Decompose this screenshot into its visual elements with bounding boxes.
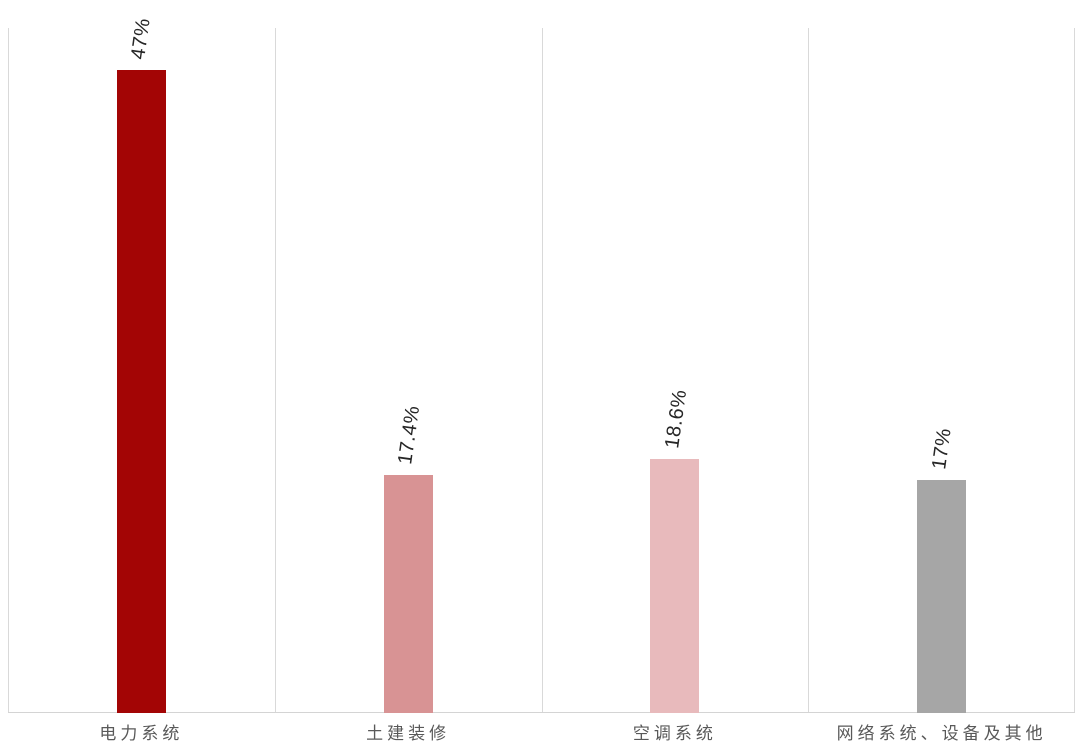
bar-hvac — [650, 458, 700, 713]
value-label-network-equipment: 17% — [927, 427, 956, 472]
gridline — [541, 28, 543, 713]
value-label-civil-construction: 17.4% — [394, 404, 425, 466]
x-axis-category-row: 电力系统 土建装修 空调系统 网络系统、设备及其他 — [8, 719, 1075, 745]
category-label-network-equipment: 网络系统、设备及其他 — [836, 724, 1047, 743]
gridline — [274, 28, 276, 713]
x-axis-line — [8, 712, 1075, 713]
gridline — [1074, 28, 1075, 713]
value-label-hvac: 18.6% — [661, 387, 692, 450]
bar-civil-construction — [383, 474, 433, 713]
plot-area: 47% 17.4% 18.6% 17% — [8, 17, 1075, 713]
bar-electric-power — [116, 70, 166, 713]
category-label-hvac: 空调系统 — [632, 724, 717, 743]
value-label-electric-power: 47% — [127, 16, 156, 61]
bar-group-hvac: 18.6% — [542, 28, 809, 713]
gridline — [8, 28, 9, 713]
bar-network-equipment — [917, 480, 967, 713]
bar-group-civil-construction: 17.4% — [275, 28, 542, 713]
bar-group-electric-power: 47% — [8, 17, 275, 713]
category-label-electric-power: 电力系统 — [99, 724, 184, 743]
gridline — [808, 28, 810, 713]
bar-group-network-equipment: 17% — [808, 28, 1075, 713]
category-label-civil-construction: 土建装修 — [366, 724, 451, 743]
